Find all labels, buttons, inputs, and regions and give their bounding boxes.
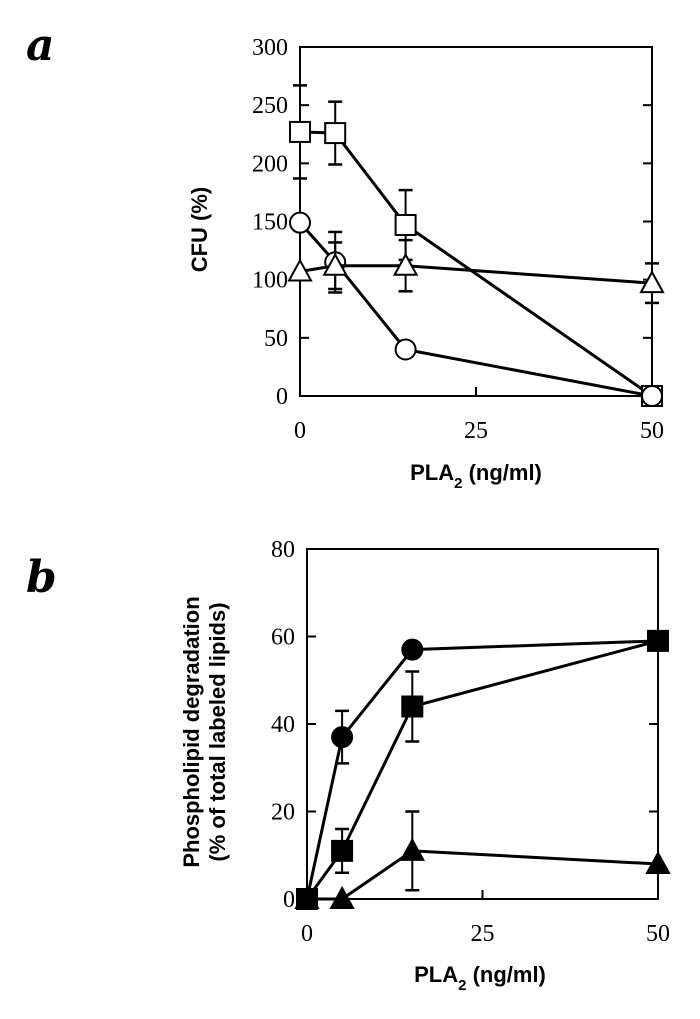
data-point-square [324,122,347,145]
x-axis-label: PLA2 (ng/ml) [414,962,546,994]
y-tick-label: 100 [252,268,288,294]
y-tick-label: 80 [271,537,295,563]
data-point-circle [331,726,354,749]
series-line [305,639,659,900]
y-tick-label: 300 [252,35,288,61]
y-axis-label: CFU (%) [187,187,212,273]
data-point-triangle [287,258,313,282]
data-point-triangle [645,850,671,874]
y-tick-label: 250 [252,93,288,119]
data-point-triangle [322,252,348,276]
series-line [298,221,653,398]
panel-label-b: b [26,552,57,603]
series-line [299,130,653,398]
y-axis-label: (% of total labeled lipids) [205,602,230,861]
data-point-square [394,213,417,236]
plot-frame [306,548,659,900]
chart-panel-a: 0 50 100 150 200 250 300 0 25 50 PLA2 (ng/ml) CFU (… [187,35,665,492]
data-point-circle [394,338,417,361]
x-tick-label: 0 [301,921,313,947]
y-tick-label: 60 [271,625,295,651]
chart-panel-b: 0 20 40 60 80 0 25 50 PLA2 (ng/ml) Phospholipid d… [179,537,671,994]
series-line [299,264,653,285]
data-point-square [401,695,424,718]
x-tick-label: 25 [464,418,488,444]
x-tick-label: 0 [294,418,306,444]
x-axis-label: PLA2 (ng/ml) [410,460,542,492]
y-tick-label: 20 [271,800,295,826]
y-tick-label: 50 [264,326,288,352]
series-line [305,639,659,900]
y-tick-label: 150 [252,210,288,236]
series-line [307,849,659,901]
data-point-triangle [399,837,425,861]
data-point-circle [401,638,424,661]
y-axis-label: Phospholipid degradation [179,596,204,867]
data-point-square [289,120,311,143]
data-point-square [647,629,669,652]
y-tick-label: 0 [276,384,288,410]
data-point-triangle [329,885,355,909]
data-point-triangle [392,252,419,276]
data-point-triangle [639,270,665,294]
x-tick-label: 50 [646,921,670,947]
y-tick-label: 40 [271,712,295,738]
panel-label-a: a [26,20,55,71]
data-point-square [331,839,354,862]
y-tick-label: 200 [252,151,288,177]
x-tick-label: 50 [640,418,664,444]
data-point-circle [641,385,663,407]
data-point-triangle [294,885,320,909]
data-point-circle [289,211,311,234]
y-tick-label: 0 [283,887,295,913]
x-tick-label: 25 [471,921,495,947]
plot-frame [299,46,653,397]
